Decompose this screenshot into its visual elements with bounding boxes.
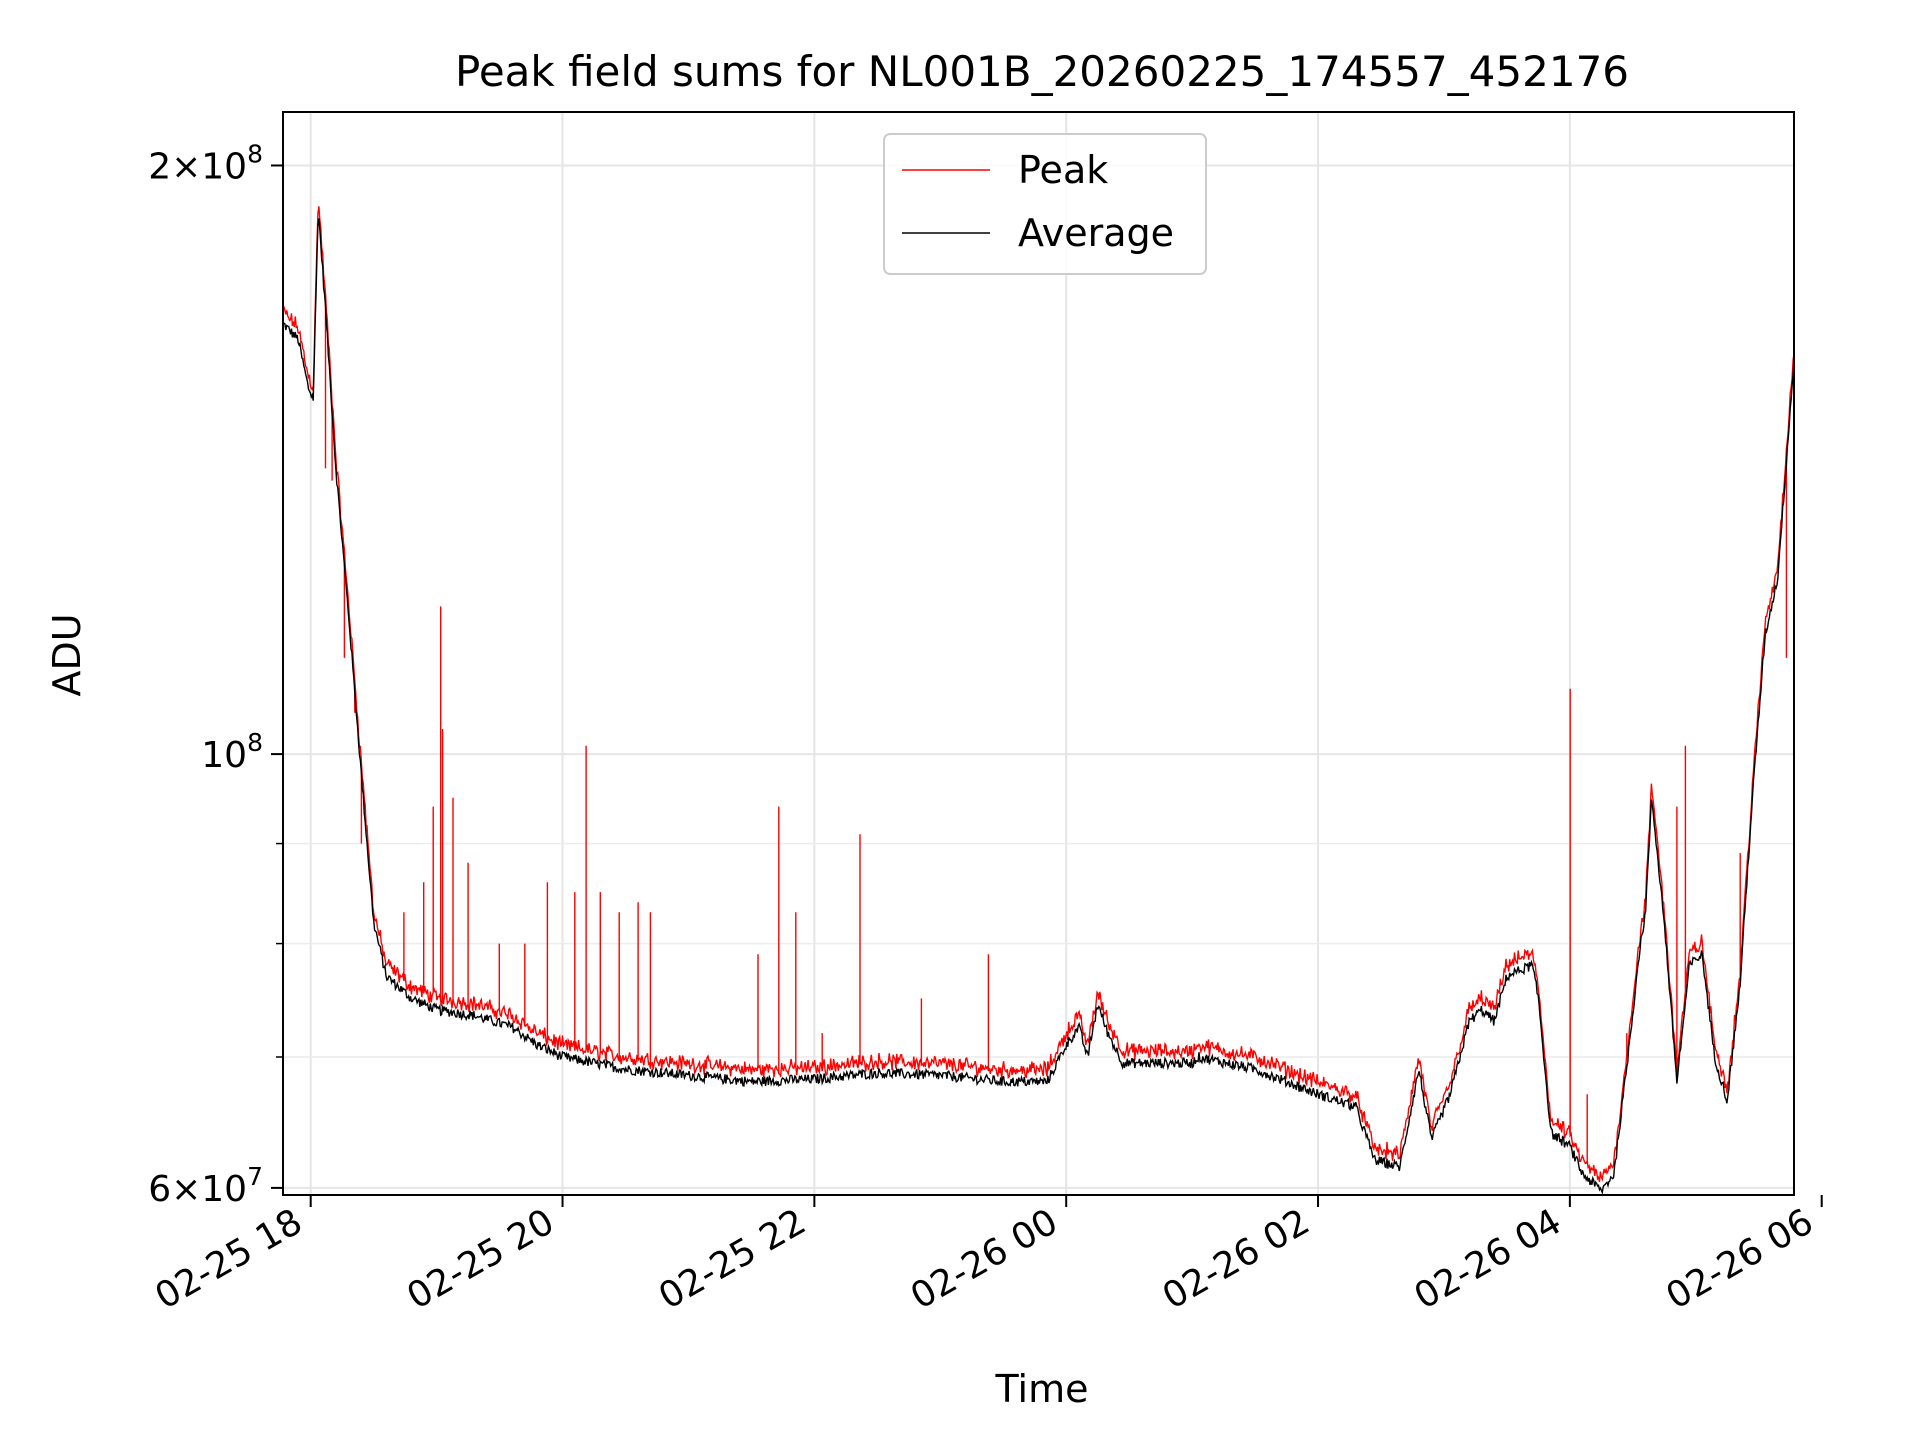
- series-group: [283, 206, 1794, 1195]
- y-tick-label-2: 2×108: [148, 139, 263, 187]
- peak-series-line: [283, 206, 1794, 1182]
- y-tick-label-0: 6×107: [148, 1162, 263, 1210]
- legend-peak-label: Peak: [1018, 148, 1108, 192]
- grid: [283, 112, 1794, 1195]
- average-series-line: [283, 218, 1794, 1195]
- legend: Peak Average: [883, 133, 1207, 275]
- legend-average-label: Average: [1018, 211, 1174, 255]
- y-axis-ticks: 6×107 108 2×108: [148, 139, 283, 1210]
- y-tick-label-1: 108: [201, 728, 263, 776]
- chart-title: Peak field sums for NL001B_20260225_1745…: [455, 47, 1629, 96]
- x-axis-label: Time: [995, 1367, 1089, 1411]
- legend-box: [883, 133, 1207, 275]
- y-axis-label: ADU: [45, 613, 89, 696]
- plot-frame: [282, 111, 1795, 1196]
